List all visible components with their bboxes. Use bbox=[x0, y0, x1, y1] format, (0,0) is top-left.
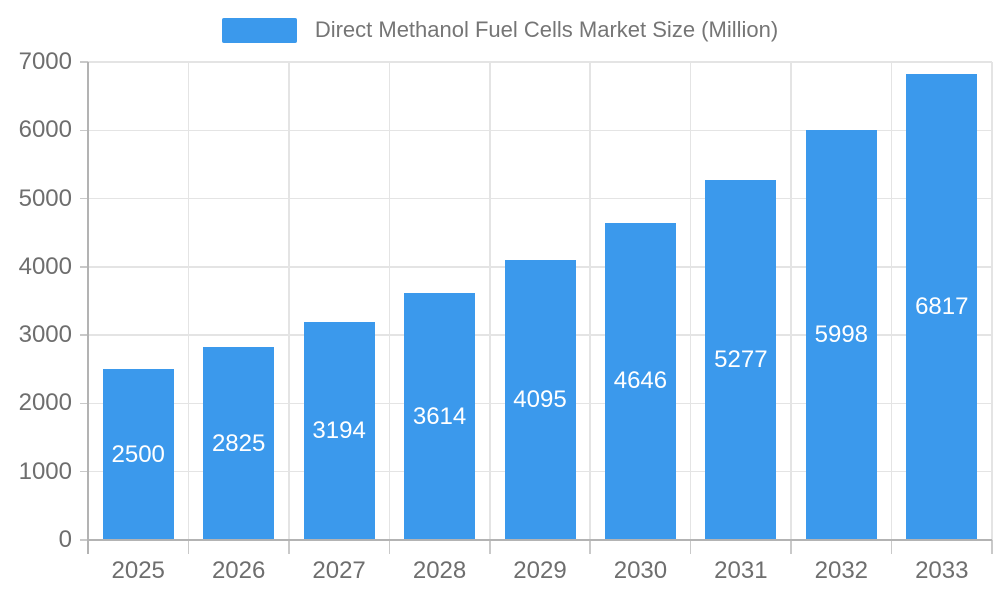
y-axis-line bbox=[87, 62, 89, 554]
x-tick bbox=[991, 540, 993, 554]
legend-swatch bbox=[221, 17, 297, 43]
x-tick bbox=[589, 540, 591, 554]
y-axis-label: 5000 bbox=[18, 184, 72, 212]
y-axis-label: 4000 bbox=[18, 252, 72, 280]
x-tick bbox=[790, 540, 792, 554]
gridline-h bbox=[88, 61, 992, 63]
bar-value-label: 3194 bbox=[312, 416, 366, 444]
bar-value-label: 6817 bbox=[915, 293, 969, 321]
y-axis-label: 7000 bbox=[18, 48, 72, 75]
x-tick bbox=[689, 540, 692, 554]
gridline-v bbox=[790, 62, 792, 540]
x-axis-label: 2027 bbox=[312, 557, 366, 584]
bar-value-label: 5277 bbox=[714, 345, 768, 373]
x-axis-label: 2031 bbox=[714, 557, 768, 584]
x-axis-label: 2030 bbox=[613, 557, 668, 584]
x-axis-label: 2029 bbox=[513, 557, 567, 584]
legend-label: Direct Methanol Fuel Cells Market Size (… bbox=[314, 17, 779, 42]
gridline-h bbox=[88, 197, 992, 200]
y-tick bbox=[80, 129, 88, 132]
y-tick bbox=[80, 470, 88, 473]
bar-value-label: 5998 bbox=[814, 321, 869, 349]
y-tick bbox=[80, 266, 88, 268]
gridline-v bbox=[187, 62, 190, 540]
x-axis-label: 2026 bbox=[211, 557, 266, 584]
bar[interactable] bbox=[906, 74, 978, 540]
x-tick bbox=[187, 540, 190, 554]
bar-value-label: 4646 bbox=[613, 367, 668, 395]
x-axis-label: 2028 bbox=[412, 557, 467, 584]
y-tick bbox=[80, 402, 88, 405]
y-tick bbox=[80, 539, 88, 541]
y-tick bbox=[80, 334, 88, 336]
gridline-v bbox=[589, 62, 591, 540]
bar-value-label: 3614 bbox=[412, 402, 467, 430]
y-tick bbox=[80, 197, 88, 200]
x-axis-label: 2032 bbox=[814, 557, 869, 584]
gridline-v bbox=[288, 62, 290, 540]
bar[interactable] bbox=[604, 222, 676, 540]
bar[interactable] bbox=[203, 347, 275, 540]
bar[interactable] bbox=[102, 369, 174, 540]
gridline-v bbox=[489, 62, 491, 540]
gridline-h bbox=[88, 129, 992, 132]
y-axis-label: 1000 bbox=[18, 457, 72, 485]
bar[interactable] bbox=[303, 321, 375, 540]
gridline-v bbox=[689, 62, 692, 540]
x-axis-label: 2025 bbox=[111, 557, 165, 584]
x-tick bbox=[388, 540, 391, 554]
y-tick bbox=[80, 61, 88, 63]
x-axis-line bbox=[88, 539, 992, 541]
legend[interactable]: Direct Methanol Fuel Cells Market Size (… bbox=[0, 17, 1000, 43]
bar-value-label: 2825 bbox=[211, 429, 266, 457]
y-axis-label: 2000 bbox=[18, 389, 72, 417]
bar[interactable] bbox=[805, 130, 877, 540]
x-axis-label: 2033 bbox=[915, 557, 969, 584]
gridline-v bbox=[388, 62, 391, 540]
y-axis-label: 3000 bbox=[18, 321, 72, 349]
bar[interactable] bbox=[504, 260, 576, 540]
bar-value-label: 4095 bbox=[513, 386, 567, 414]
x-tick bbox=[890, 540, 893, 554]
y-axis-label: 6000 bbox=[18, 116, 72, 144]
bar[interactable] bbox=[404, 293, 476, 540]
x-tick bbox=[489, 540, 491, 554]
bar[interactable] bbox=[705, 179, 777, 540]
y-axis-label: 0 bbox=[58, 526, 72, 553]
x-tick bbox=[288, 540, 290, 554]
gridline-v bbox=[890, 62, 893, 540]
gridline-v bbox=[991, 62, 993, 540]
bar-value-label: 2500 bbox=[111, 440, 165, 468]
